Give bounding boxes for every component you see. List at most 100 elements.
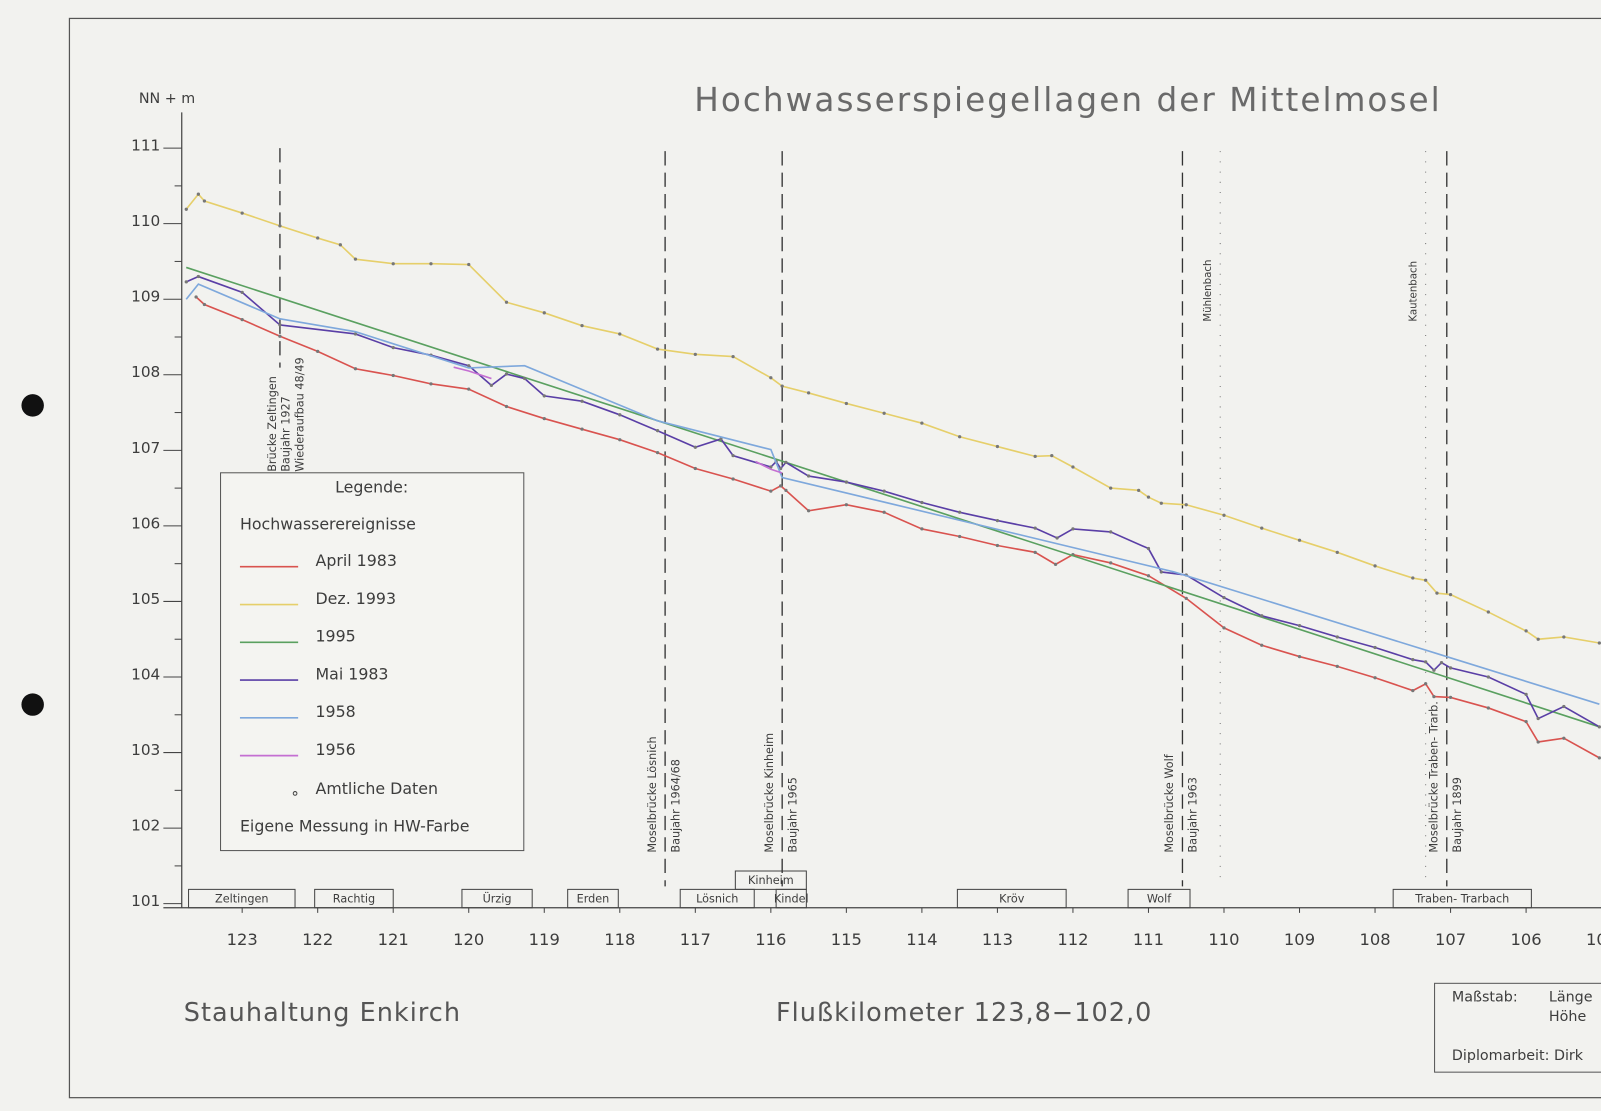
data-point — [719, 437, 723, 441]
data-point — [1435, 591, 1439, 595]
data-point — [391, 262, 395, 266]
data-point — [1424, 660, 1428, 664]
data-point — [278, 323, 282, 327]
data-point — [806, 391, 811, 395]
bridge-label: Baujahr 1963 — [1187, 777, 1200, 853]
bridge-label: Moselbrücke Kinheim — [763, 733, 776, 853]
data-point — [920, 500, 924, 505]
data-point — [1109, 530, 1113, 534]
legend-label: Mai 1983 — [316, 664, 389, 683]
data-point — [1562, 635, 1566, 639]
data-point — [1071, 465, 1075, 469]
x-tick-label: 111 — [1133, 930, 1164, 949]
data-point — [1050, 453, 1054, 458]
data-point — [1373, 645, 1377, 650]
data-point — [844, 480, 849, 484]
data-point — [655, 450, 660, 455]
y-tick-label: 102 — [131, 817, 160, 835]
data-point — [1297, 623, 1302, 628]
y-tick-label: 103 — [131, 741, 160, 759]
place-box — [461, 888, 533, 909]
data-point — [1137, 488, 1141, 493]
y-tick-label: 106 — [131, 514, 160, 532]
data-point — [1536, 637, 1540, 641]
data-point — [202, 199, 207, 203]
data-point — [693, 352, 697, 357]
data-point — [1432, 668, 1436, 672]
bridge-label: Moselbrücke Lösnich — [646, 736, 659, 852]
place-label: Kröv — [999, 893, 1025, 906]
data-point — [779, 484, 783, 488]
data-point — [542, 394, 546, 398]
data-point — [467, 262, 471, 267]
data-point — [1260, 643, 1264, 647]
data-point — [316, 236, 320, 240]
legend-title: Legende: — [335, 478, 408, 497]
data-point — [353, 367, 358, 371]
bridge-label: Baujahr 1965 — [786, 777, 799, 853]
data-point — [489, 383, 494, 387]
data-point — [1297, 538, 1302, 542]
legend-label: Dez. 1993 — [316, 589, 397, 608]
data-point — [920, 421, 924, 425]
y-tick-label: 107 — [131, 439, 160, 457]
data-point — [504, 404, 509, 409]
place-box — [188, 888, 296, 909]
data-point — [882, 489, 886, 493]
series-line — [185, 275, 1600, 728]
data-point — [353, 257, 358, 261]
data-point — [1411, 688, 1415, 693]
data-point — [542, 416, 546, 421]
data-point — [995, 518, 1000, 523]
data-point — [1109, 561, 1113, 565]
data-point — [391, 345, 395, 350]
data-point — [184, 207, 188, 211]
data-point — [1159, 501, 1163, 505]
data-point — [580, 324, 584, 328]
data-point — [316, 349, 320, 353]
series-line — [185, 266, 1600, 728]
place-box — [1392, 888, 1532, 909]
legend-marker-label: Amtliche Daten — [316, 779, 439, 798]
data-point — [504, 300, 509, 304]
data-point — [1146, 574, 1151, 578]
x-tick-label: 107 — [1435, 930, 1466, 949]
y-tick-label: 108 — [131, 363, 160, 381]
data-point — [1222, 626, 1226, 630]
x-tick-label: 110 — [1208, 930, 1239, 949]
series-line — [453, 366, 783, 474]
legend-note: Eigene Messung in HW-Farbe — [240, 817, 470, 836]
bridge-label: Baujahr 1964/68 — [669, 759, 682, 853]
legend-label: 1958 — [316, 702, 356, 721]
place-label: Lösnich — [696, 893, 738, 906]
data-point — [353, 332, 358, 336]
data-point — [240, 290, 244, 295]
data-point — [240, 317, 244, 322]
data-point — [1146, 546, 1151, 551]
y-axis-label: NN + m — [139, 91, 195, 107]
data-point — [1033, 526, 1037, 530]
x-tick-label: 119 — [529, 930, 560, 949]
data-point — [1071, 527, 1075, 531]
y-tick-label: 109 — [131, 288, 160, 306]
data-point — [1432, 695, 1436, 699]
data-point — [1597, 641, 1601, 645]
data-point — [1146, 495, 1151, 499]
data-point — [958, 435, 962, 439]
data-point — [920, 527, 924, 531]
scale-line: Länge — [1549, 990, 1593, 1006]
x-tick-label: 106 — [1511, 930, 1542, 949]
data-point — [194, 295, 198, 299]
legend-marker — [292, 791, 298, 796]
data-point — [580, 427, 584, 431]
stream-label: Mühlenbach — [1203, 260, 1214, 322]
data-point — [1109, 486, 1113, 490]
legend-label: 1995 — [316, 627, 356, 646]
legend-label: April 1983 — [316, 551, 397, 570]
scale-label: Maßstab: — [1452, 990, 1518, 1006]
data-point — [1424, 682, 1428, 686]
x-tick-label: 113 — [982, 930, 1013, 949]
data-point — [958, 510, 962, 514]
data-point — [1536, 716, 1540, 721]
